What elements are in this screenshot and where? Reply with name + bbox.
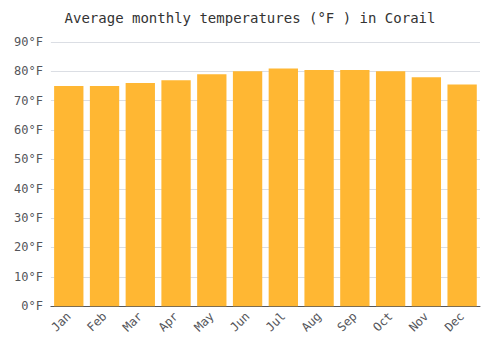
svg-text:Aug: Aug bbox=[299, 309, 324, 334]
svg-text:70°F: 70°F bbox=[14, 94, 43, 108]
svg-text:30°F: 30°F bbox=[14, 211, 43, 225]
svg-text:90°F: 90°F bbox=[14, 35, 43, 49]
svg-text:40°F: 40°F bbox=[14, 182, 43, 196]
svg-text:Jul: Jul bbox=[263, 309, 288, 334]
svg-text:Mar: Mar bbox=[120, 309, 145, 334]
svg-text:0°F: 0°F bbox=[21, 299, 43, 313]
svg-text:May: May bbox=[192, 309, 217, 334]
svg-text:Jun: Jun bbox=[227, 309, 252, 334]
svg-text:Average monthly temperatures (: Average monthly temperatures (°F ) in Co… bbox=[65, 10, 436, 26]
svg-text:50°F: 50°F bbox=[14, 152, 43, 166]
svg-text:Feb: Feb bbox=[84, 309, 109, 334]
svg-text:Jan: Jan bbox=[49, 309, 74, 334]
svg-text:Sep: Sep bbox=[335, 309, 360, 334]
svg-text:10°F: 10°F bbox=[14, 270, 43, 284]
svg-text:Dec: Dec bbox=[442, 309, 467, 334]
svg-text:80°F: 80°F bbox=[14, 64, 43, 78]
svg-text:60°F: 60°F bbox=[14, 123, 43, 137]
svg-text:Oct: Oct bbox=[370, 309, 395, 334]
svg-text:Nov: Nov bbox=[406, 309, 431, 334]
svg-text:20°F: 20°F bbox=[14, 240, 43, 254]
svg-text:Apr: Apr bbox=[156, 309, 181, 334]
